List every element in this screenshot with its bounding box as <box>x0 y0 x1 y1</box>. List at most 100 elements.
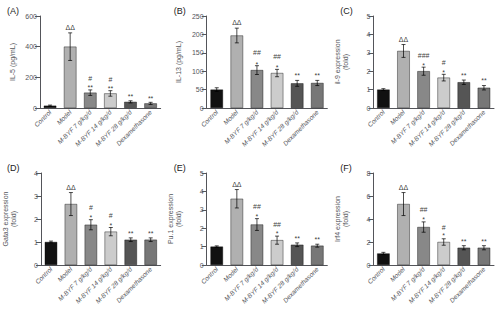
svg-text:200: 200 <box>192 31 204 38</box>
svg-text:(fold): (fold) <box>342 54 350 70</box>
svg-text:(fold): (fold) <box>10 211 18 227</box>
svg-text:(A): (A) <box>7 6 19 16</box>
svg-text:Dexamethasone: Dexamethasone <box>448 108 487 147</box>
svg-text:#: # <box>89 204 93 211</box>
svg-text:ΔΔ: ΔΔ <box>66 184 76 191</box>
svg-text:Irf4 expression: Irf4 expression <box>334 196 342 242</box>
svg-text:**: ** <box>481 238 487 245</box>
svg-text:1: 1 <box>200 243 204 250</box>
svg-text:*: * <box>276 64 279 71</box>
svg-text:Control: Control <box>366 108 386 128</box>
svg-text:*: * <box>276 230 279 237</box>
svg-text:Model: Model <box>222 265 240 283</box>
svg-text:##: ## <box>273 221 281 228</box>
svg-text:**: ** <box>461 238 467 245</box>
svg-text:#: # <box>108 76 112 83</box>
svg-text:#: # <box>88 75 92 82</box>
svg-text:*: * <box>422 62 425 69</box>
svg-text:4: 4 <box>366 31 370 38</box>
svg-text:0: 0 <box>33 105 37 112</box>
svg-text:3: 3 <box>366 49 370 56</box>
svg-text:ΔΔ: ΔΔ <box>232 181 242 188</box>
svg-text:4: 4 <box>34 170 38 177</box>
svg-text:**: ** <box>128 93 134 100</box>
svg-text:Control: Control <box>34 265 54 285</box>
svg-text:5: 5 <box>200 170 204 177</box>
svg-text:2: 2 <box>200 225 204 232</box>
svg-text:ΔΔ: ΔΔ <box>65 24 75 31</box>
svg-text:600: 600 <box>25 13 37 20</box>
svg-text:**: ** <box>481 77 487 84</box>
svg-text:##: ## <box>273 53 281 60</box>
svg-text:(F): (F) <box>340 163 352 173</box>
svg-text:Dexamethasone: Dexamethasone <box>281 265 320 304</box>
svg-text:ΔΔ: ΔΔ <box>399 184 409 191</box>
svg-text:(E): (E) <box>174 163 186 173</box>
svg-text:0: 0 <box>200 262 204 269</box>
svg-text:(B): (B) <box>174 6 186 16</box>
svg-text:#: # <box>109 212 113 219</box>
svg-text:**: ** <box>294 235 300 242</box>
svg-text:Dexamethasone: Dexamethasone <box>448 265 487 304</box>
svg-text:*: * <box>442 69 445 76</box>
svg-text:(fold): (fold) <box>342 211 350 227</box>
svg-text:150: 150 <box>192 49 204 56</box>
svg-text:Model: Model <box>389 265 407 283</box>
svg-text:100: 100 <box>192 68 204 75</box>
svg-text:2: 2 <box>34 216 38 223</box>
svg-text:#: # <box>442 59 446 66</box>
svg-text:(D): (D) <box>7 163 20 173</box>
svg-text:4: 4 <box>366 216 370 223</box>
svg-text:50: 50 <box>196 86 204 93</box>
svg-text:0: 0 <box>200 105 204 112</box>
svg-text:(C): (C) <box>340 6 353 16</box>
svg-text:**: ** <box>461 72 467 79</box>
svg-text:**: ** <box>108 85 114 92</box>
svg-text:8: 8 <box>366 170 370 177</box>
svg-text:Control: Control <box>366 265 386 285</box>
svg-text:Control: Control <box>199 265 219 285</box>
svg-text:Control: Control <box>199 108 219 128</box>
svg-text:ΔΔ: ΔΔ <box>232 19 242 26</box>
svg-text:Model: Model <box>222 108 240 126</box>
svg-text:3: 3 <box>200 206 204 213</box>
svg-text:il-9 expression: il-9 expression <box>334 39 342 84</box>
svg-text:**: ** <box>128 230 134 237</box>
svg-text:**: ** <box>315 236 321 243</box>
svg-text:Dexamethasone: Dexamethasone <box>281 108 320 147</box>
svg-text:0: 0 <box>366 105 370 112</box>
svg-text:4: 4 <box>200 188 204 195</box>
svg-text:**: ** <box>315 72 321 79</box>
svg-text:*: * <box>442 232 445 239</box>
svg-text:6: 6 <box>366 193 370 200</box>
svg-text:**: ** <box>294 72 300 79</box>
svg-text:Gata3 expression: Gata3 expression <box>2 191 10 246</box>
svg-text:250: 250 <box>192 13 204 20</box>
svg-text:Dexamethasone: Dexamethasone <box>115 265 154 304</box>
svg-text:**: ** <box>88 84 94 91</box>
svg-text:Pu.1 expression: Pu.1 expression <box>167 194 175 244</box>
svg-text:#: # <box>442 224 446 231</box>
svg-text:5: 5 <box>366 13 370 20</box>
svg-text:2: 2 <box>366 68 370 75</box>
svg-text:*: * <box>256 213 259 220</box>
svg-text:###: ### <box>418 52 430 59</box>
svg-text:IL-5 (pg/mL): IL-5 (pg/mL) <box>9 43 17 81</box>
svg-text:*: * <box>109 222 112 229</box>
svg-text:##: ## <box>253 49 261 56</box>
svg-text:*: * <box>256 61 259 68</box>
svg-text:0: 0 <box>34 262 38 269</box>
svg-text:##: ## <box>253 203 261 210</box>
svg-text:ΔΔ: ΔΔ <box>399 36 409 43</box>
svg-text:(fold): (fold) <box>175 211 183 227</box>
svg-text:1: 1 <box>366 86 370 93</box>
svg-text:*: * <box>422 216 425 223</box>
svg-text:Control: Control <box>33 108 53 128</box>
svg-text:Model: Model <box>56 265 74 283</box>
svg-text:200: 200 <box>25 74 37 81</box>
svg-text:Model: Model <box>389 108 407 126</box>
svg-text:400: 400 <box>25 43 37 50</box>
svg-text:0: 0 <box>366 262 370 269</box>
svg-text:Model: Model <box>55 108 73 126</box>
svg-text:**: ** <box>148 95 154 102</box>
